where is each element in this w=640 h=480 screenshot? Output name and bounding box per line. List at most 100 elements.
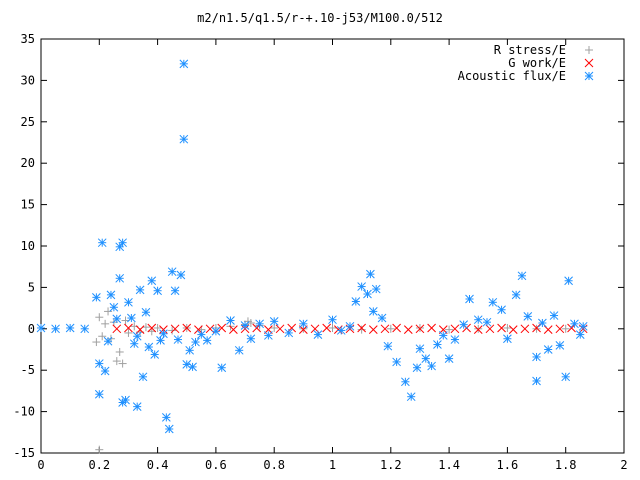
x-tick-label: 0.8 [263, 458, 285, 472]
data-point-acoustic-flux-e [363, 289, 372, 299]
data-point-acoustic-flux-e [161, 413, 171, 422]
data-point-g-work-e [450, 324, 460, 334]
data-point-g-work-e [357, 323, 367, 333]
data-point-g-work-e [497, 323, 506, 333]
data-point-r-stress-e [95, 313, 104, 322]
legend-marker [584, 71, 594, 81]
legend-label: R stress/E [494, 43, 566, 57]
data-point-acoustic-flux-e [427, 361, 436, 371]
data-point-acoustic-flux-e [532, 376, 541, 386]
x-tick-label: 0.6 [205, 458, 227, 472]
y-tick-label: 25 [21, 115, 35, 129]
data-point-r-stress-e [415, 323, 424, 332]
plot-area [40, 38, 625, 454]
data-point-acoustic-flux-e [450, 335, 460, 344]
x-tick-label: 0 [37, 458, 44, 472]
y-tick-label: -15 [13, 446, 35, 460]
data-point-acoustic-flux-e [124, 297, 133, 307]
data-point-r-stress-e [92, 338, 101, 347]
chart-title: m2/n1.5/q1.5/r-+.10-j53/M100.0/512 [197, 11, 443, 25]
data-point-g-work-e [275, 324, 285, 334]
data-point-acoustic-flux-e [226, 316, 235, 325]
data-point-acoustic-flux-e [538, 318, 547, 328]
data-point-acoustic-flux-e [217, 363, 227, 373]
data-point-acoustic-flux-e [523, 312, 533, 321]
data-point-g-work-e [322, 323, 332, 333]
data-point-acoustic-flux-e [103, 336, 113, 346]
data-point-acoustic-flux-e [92, 292, 101, 302]
data-point-acoustic-flux-e [211, 326, 221, 336]
data-point-acoustic-flux-e [51, 324, 60, 334]
data-point-g-work-e [368, 325, 378, 334]
x-tick-label: 0.4 [147, 458, 169, 472]
data-point-r-stress-e [357, 325, 366, 334]
data-point-acoustic-flux-e [167, 267, 177, 277]
y-tick-label: 10 [21, 239, 35, 253]
data-point-r-stress-e [532, 324, 541, 333]
data-point-acoustic-flux-e [543, 345, 553, 354]
legend-label: Acoustic flux/E [458, 69, 566, 83]
data-point-acoustic-flux-e [132, 402, 142, 411]
data-point-acoustic-flux-e [97, 238, 107, 248]
data-point-g-work-e [182, 323, 192, 333]
data-point-acoustic-flux-e [392, 357, 401, 367]
legend-label: G work/E [508, 56, 566, 70]
data-point-r-stress-e [95, 445, 104, 454]
data-point-r-stress-e [474, 324, 483, 333]
data-point-acoustic-flux-e [264, 331, 273, 340]
data-point-g-work-e [427, 323, 436, 333]
data-point-acoustic-flux-e [497, 305, 506, 315]
data-point-g-work-e [520, 324, 530, 334]
data-point-acoustic-flux-e [345, 321, 355, 331]
y-tick-label: 20 [21, 156, 35, 170]
data-point-acoustic-flux-e [147, 276, 157, 286]
legend-marker [584, 58, 594, 68]
data-point-r-stress-e [503, 323, 512, 332]
data-point-acoustic-flux-e [383, 341, 393, 351]
y-tick-label: -5 [21, 363, 35, 377]
data-point-acoustic-flux-e [106, 290, 116, 300]
data-point-acoustic-flux-e [132, 331, 142, 341]
data-points [36, 59, 588, 454]
data-point-acoustic-flux-e [412, 363, 422, 373]
x-tick-label: 1.4 [438, 458, 460, 472]
data-point-acoustic-flux-e [473, 315, 483, 325]
data-point-g-work-e [380, 324, 390, 334]
data-point-g-work-e [508, 325, 518, 334]
data-point-acoustic-flux-e [240, 321, 250, 330]
data-point-acoustic-flux-e [371, 284, 381, 294]
data-point-acoustic-flux-e [517, 271, 527, 281]
data-point-acoustic-flux-e [138, 372, 148, 382]
data-point-acoustic-flux-e [357, 282, 367, 291]
data-point-acoustic-flux-e [269, 316, 279, 326]
data-point-acoustic-flux-e [482, 317, 492, 327]
data-point-acoustic-flux-e [179, 134, 189, 144]
data-point-acoustic-flux-e [179, 59, 189, 69]
data-point-g-work-e [229, 325, 238, 334]
data-point-acoustic-flux-e [109, 302, 119, 312]
data-point-g-work-e [170, 324, 180, 334]
data-point-acoustic-flux-e [578, 321, 588, 331]
data-point-acoustic-flux-e [164, 424, 174, 434]
data-point-acoustic-flux-e [564, 276, 573, 286]
data-point-acoustic-flux-e [366, 269, 375, 279]
data-point-r-stress-e [561, 324, 570, 333]
data-point-acoustic-flux-e [336, 326, 346, 335]
data-point-acoustic-flux-e [549, 311, 559, 320]
y-tick-label: 30 [21, 73, 35, 87]
data-point-g-work-e [403, 325, 413, 334]
data-point-acoustic-flux-e [36, 323, 46, 333]
data-point-r-stress-e [104, 307, 113, 316]
data-point-r-stress-e [118, 359, 127, 368]
data-point-acoustic-flux-e [284, 328, 294, 338]
data-point-acoustic-flux-e [121, 395, 130, 405]
data-point-g-work-e [532, 323, 541, 333]
data-point-acoustic-flux-e [65, 323, 75, 333]
data-point-acoustic-flux-e [118, 238, 127, 248]
data-point-acoustic-flux-e [80, 324, 90, 334]
data-point-acoustic-flux-e [94, 359, 104, 368]
data-point-g-work-e [112, 324, 122, 334]
data-point-acoustic-flux-e [401, 377, 410, 387]
data-point-acoustic-flux-e [191, 337, 200, 347]
